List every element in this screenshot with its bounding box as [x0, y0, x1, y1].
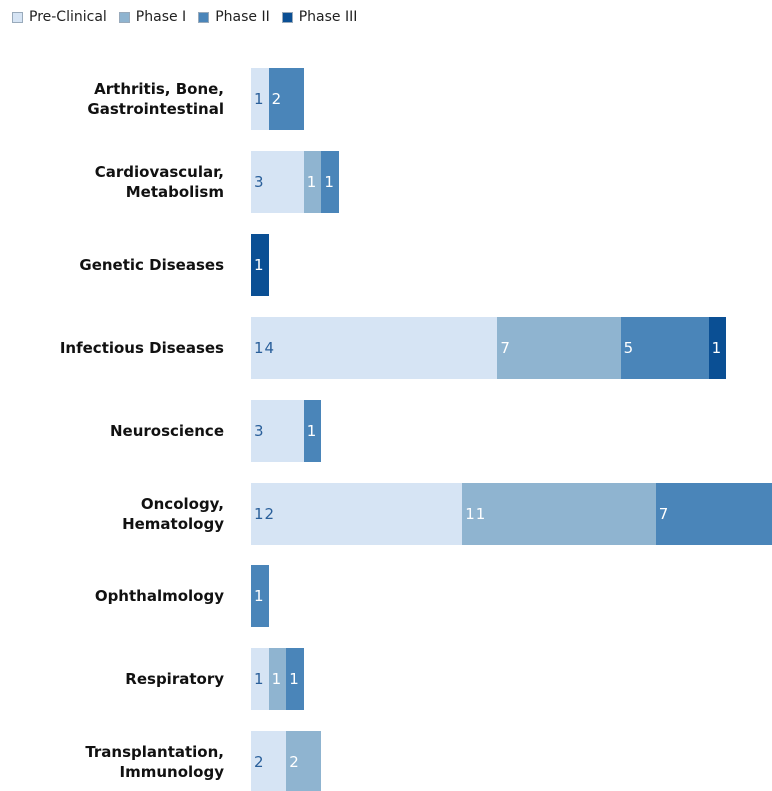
bar-segment [462, 482, 656, 545]
bar-segment [251, 731, 287, 791]
legend-swatch [118, 11, 130, 23]
legend-label: Pre-Clinical [29, 9, 107, 25]
data-label: 12 [254, 504, 276, 523]
bar-segment [251, 482, 463, 545]
category-label: Infectious Diseases [59, 338, 224, 357]
bar-segment [251, 150, 304, 213]
data-label: 1 [254, 670, 265, 689]
data-label: 3 [254, 421, 265, 440]
legend-item: Phase II [198, 9, 270, 25]
data-label: 11 [465, 504, 487, 523]
bar-segment [655, 482, 772, 545]
legend-swatch [12, 11, 23, 23]
legend-item: Phase I [118, 9, 187, 25]
data-label: 1 [289, 670, 300, 689]
data-label: 7 [658, 504, 670, 523]
bar-segment [268, 648, 287, 711]
bar-segment [251, 399, 304, 462]
bar-segment [497, 316, 621, 379]
bar-segment [286, 731, 322, 791]
bar-segment [620, 316, 709, 379]
bar-segment [268, 68, 304, 130]
category-label: Oncology, Hematology [122, 494, 224, 533]
data-label: 14 [254, 338, 276, 357]
category-label: Ophthalmology [94, 587, 224, 606]
data-label: 7 [500, 338, 511, 357]
bar-segment [251, 648, 269, 711]
bar-segment [251, 68, 269, 130]
data-label: 1 [254, 255, 265, 274]
bar-segment [303, 150, 322, 213]
data-label: 1 [306, 172, 318, 191]
category-label: Cardiovascular, Metabolism [94, 162, 224, 201]
data-label: 3 [254, 172, 265, 191]
bar-segment [321, 150, 339, 213]
bar-segment [286, 648, 304, 711]
data-label: 1 [711, 338, 723, 357]
bar-segment [303, 399, 322, 462]
data-label: 1 [254, 90, 265, 108]
category-label: Genetic Diseases [79, 255, 224, 274]
data-label: 2 [254, 753, 265, 772]
category-label: Neuroscience [110, 421, 224, 440]
legend-swatch [281, 11, 293, 23]
legend-item: Pre-Clinical [12, 9, 107, 25]
legend-label: Phase III [298, 9, 358, 25]
legend-label: Phase I [135, 9, 187, 25]
bar-segment [251, 316, 498, 379]
legend-item: Phase III [281, 9, 358, 25]
legend-label: Phase II [215, 9, 270, 25]
data-label: 2 [289, 753, 300, 772]
category-label: Respiratory [125, 670, 224, 689]
data-label: 1 [271, 670, 283, 689]
data-label: 1 [306, 421, 318, 440]
data-label: 5 [623, 338, 635, 357]
bar-segment [251, 233, 269, 296]
category-label: Transplantation, Immunology [85, 743, 224, 782]
data-label: 1 [254, 587, 265, 606]
data-label: 1 [324, 172, 335, 191]
bar-segment [251, 565, 269, 628]
legend-swatch [198, 11, 210, 23]
bar-segment [708, 316, 727, 379]
data-label: 2 [271, 90, 283, 108]
category-label: Arthritis, Bone, Gastrointestinal [87, 80, 224, 118]
